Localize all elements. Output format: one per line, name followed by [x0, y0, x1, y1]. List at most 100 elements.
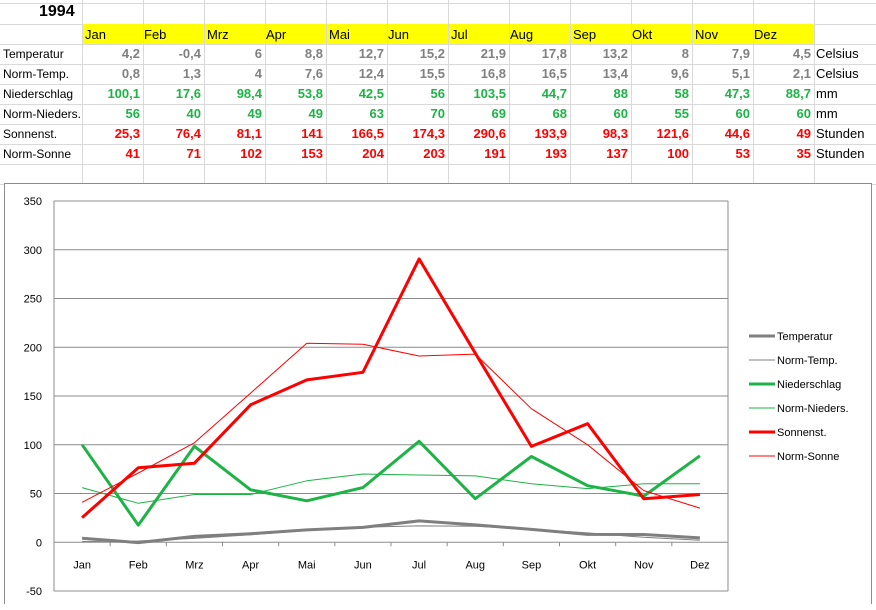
data-cell[interactable]: 35 — [796, 146, 811, 161]
data-cell[interactable]: 166,5 — [351, 126, 384, 141]
data-cell[interactable]: 193,9 — [534, 126, 567, 141]
month-label: Okt — [632, 27, 653, 42]
data-cell[interactable]: 60 — [796, 106, 811, 121]
data-cell[interactable]: 17,8 — [541, 46, 567, 61]
data-cell[interactable]: 15,5 — [419, 66, 445, 81]
data-cell[interactable]: 7,9 — [731, 46, 750, 61]
data-cell[interactable]: 121,6 — [656, 126, 689, 141]
data-cell[interactable]: 47,3 — [724, 86, 750, 101]
data-cell[interactable]: -0,4 — [178, 46, 201, 61]
data-cell[interactable]: 1,3 — [182, 66, 201, 81]
data-cell[interactable]: 174,3 — [412, 126, 445, 141]
data-cell[interactable]: 49 — [796, 126, 811, 141]
row-label[interactable]: Norm-Temp. — [3, 67, 70, 81]
data-cell[interactable]: 153 — [301, 146, 323, 161]
unit-cell[interactable]: Celsius — [816, 46, 859, 61]
unit-cell[interactable]: mm — [816, 106, 838, 121]
data-cell[interactable]: 9,6 — [670, 66, 689, 81]
data-cell[interactable]: 12,7 — [358, 46, 384, 61]
x-tick-label: Jan — [73, 559, 91, 571]
data-cell[interactable]: 17,6 — [175, 86, 201, 101]
month-header-cell[interactable] — [205, 24, 265, 44]
data-cell[interactable]: 98,3 — [602, 126, 628, 141]
month-header-cell[interactable] — [388, 24, 448, 44]
year-title[interactable]: 1994 — [39, 3, 75, 20]
data-cell[interactable]: 88,7 — [785, 86, 811, 101]
data-cell[interactable]: 88 — [613, 86, 628, 101]
month-header-cell[interactable] — [632, 24, 692, 44]
data-cell[interactable]: 141 — [301, 126, 323, 141]
data-cell[interactable]: 44,6 — [724, 126, 750, 141]
data-cell[interactable]: 98,4 — [236, 86, 262, 101]
row-label[interactable]: Norm-Sonne — [3, 147, 72, 161]
data-cell[interactable]: 55 — [674, 106, 689, 121]
data-cell[interactable]: 137 — [606, 146, 628, 161]
row-label[interactable]: Niederschlag — [3, 87, 74, 101]
data-cell[interactable]: 16,8 — [480, 66, 506, 81]
data-cell[interactable]: 53 — [735, 146, 750, 161]
data-cell[interactable]: 6 — [254, 46, 262, 61]
data-cell[interactable]: 16,5 — [541, 66, 567, 81]
data-cell[interactable]: 5,1 — [731, 66, 750, 81]
data-cell[interactable]: 100,1 — [107, 86, 140, 101]
line-chart[interactable]: -50 0 50 100 150 200 250 300 350 Jan Feb Mrz Apr Mai J… — [4, 183, 872, 604]
data-cell[interactable]: 21,9 — [480, 46, 506, 61]
data-cell[interactable]: 40 — [186, 106, 201, 121]
data-cell[interactable]: 204 — [362, 146, 384, 161]
data-cell[interactable]: 41 — [125, 146, 140, 161]
data-cell[interactable]: 71 — [186, 146, 201, 161]
row-label[interactable]: Sonnenst. — [3, 127, 58, 141]
data-cell[interactable]: 42,5 — [358, 86, 384, 101]
data-cell[interactable]: 12,4 — [358, 66, 384, 81]
month-header-cell[interactable] — [693, 24, 753, 44]
data-cell[interactable]: 102 — [240, 146, 262, 161]
data-cell[interactable]: 68 — [552, 106, 567, 121]
data-cell[interactable]: 56 — [125, 106, 140, 121]
data-cell[interactable]: 58 — [674, 86, 689, 101]
data-cell[interactable]: 69 — [491, 106, 506, 121]
data-cell[interactable]: 4,5 — [792, 46, 811, 61]
data-cell[interactable]: 70 — [430, 106, 445, 121]
month-header-cell[interactable] — [754, 24, 814, 44]
month-header-cell[interactable] — [449, 24, 509, 44]
data-cell[interactable]: 15,2 — [419, 46, 445, 61]
unit-cell[interactable]: Stunden — [816, 126, 865, 141]
unit-cell[interactable]: mm — [816, 86, 838, 101]
row-label[interactable]: Norm-Nieders. — [3, 107, 82, 121]
data-cell[interactable]: 53,8 — [297, 86, 323, 101]
unit-cell[interactable]: Celsius — [816, 66, 859, 81]
data-cell[interactable]: 13,2 — [602, 46, 628, 61]
data-cell[interactable]: 7,6 — [304, 66, 323, 81]
data-cell[interactable]: 49 — [247, 106, 262, 121]
data-cell[interactable]: 44,7 — [541, 86, 567, 101]
data-cell[interactable]: 103,5 — [473, 86, 506, 101]
data-cell[interactable]: 290,6 — [473, 126, 506, 141]
data-cell[interactable]: 8 — [681, 46, 689, 61]
data-cell[interactable]: 191 — [484, 146, 506, 161]
data-cell[interactable]: 63 — [369, 106, 384, 121]
data-cell[interactable]: 60 — [735, 106, 750, 121]
data-cell[interactable]: 76,4 — [175, 126, 201, 141]
month-header-cell[interactable] — [571, 24, 631, 44]
data-cell[interactable]: 4,2 — [121, 46, 140, 61]
unit-cell[interactable]: Stunden — [816, 146, 865, 161]
month-header-cell[interactable] — [266, 24, 326, 44]
data-cell[interactable]: 13,4 — [602, 66, 628, 81]
data-cell[interactable]: 2,1 — [792, 66, 811, 81]
data-cell[interactable]: 203 — [423, 146, 445, 161]
row-label[interactable]: Temperatur — [3, 47, 64, 61]
data-cell[interactable]: 193 — [545, 146, 567, 161]
data-cell[interactable]: 100 — [667, 146, 689, 161]
month-header-cell[interactable] — [510, 24, 570, 44]
data-cell[interactable]: 81,1 — [236, 126, 262, 141]
data-cell[interactable]: 60 — [613, 106, 628, 121]
data-cell[interactable]: 49 — [308, 106, 323, 121]
month-header-cell[interactable] — [83, 24, 143, 44]
data-cell[interactable]: 8,8 — [304, 46, 323, 61]
month-header-cell[interactable] — [144, 24, 204, 44]
data-cell[interactable]: 4 — [254, 66, 262, 81]
data-cell[interactable]: 25,3 — [114, 126, 140, 141]
data-cell[interactable]: 56 — [430, 86, 445, 101]
month-header-cell[interactable] — [327, 24, 387, 44]
data-cell[interactable]: 0,8 — [121, 66, 140, 81]
